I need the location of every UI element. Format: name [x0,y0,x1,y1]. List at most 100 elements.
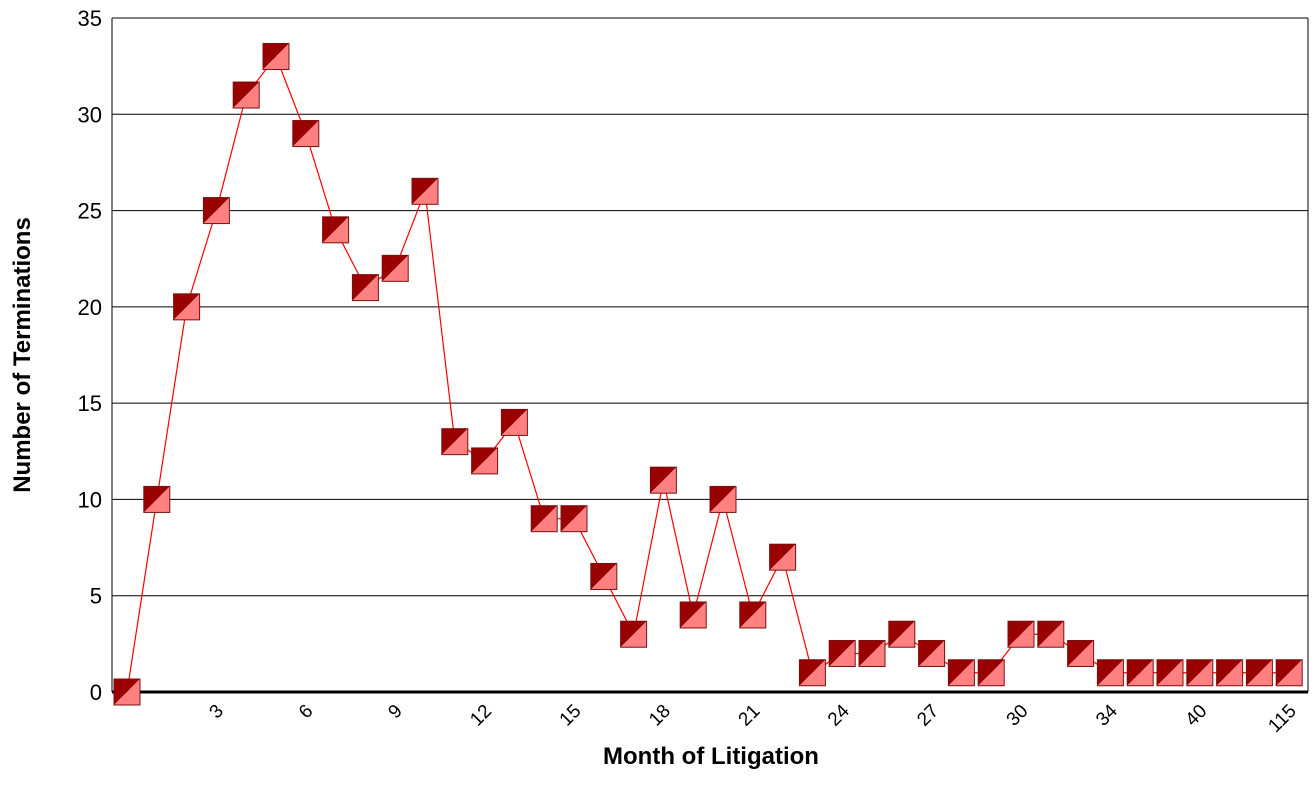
marker-light-half [561,505,587,532]
marker-light-half [471,447,498,474]
data-point [1096,659,1124,687]
data-point [918,639,946,667]
marker-light-half [978,659,1005,686]
marker-border [322,216,350,244]
marker-dark-half [501,409,528,436]
data-point [202,197,230,225]
marker-light-half [441,428,468,455]
marker-light-half [948,659,975,686]
marker-light-half [143,486,170,513]
marker-border [113,678,141,706]
data-point [649,466,677,494]
marker-light-half [1246,659,1273,686]
data-point [173,293,201,321]
data-point [113,678,141,706]
marker-border [769,543,797,571]
data-point [977,659,1005,687]
marker-border [530,505,558,533]
marker-dark-half [531,505,558,532]
marker-border [1096,659,1124,687]
x-tick-label: 3 [206,701,228,723]
marker-dark-half [233,82,260,109]
marker-light-half [1008,621,1034,648]
data-point [411,177,439,205]
marker-light-half [1037,621,1064,648]
marker-light-half [352,274,379,301]
data-point [769,543,797,571]
data-point [292,120,320,148]
data-point [590,562,618,590]
y-tick-label: 15 [78,391,102,416]
data-point [441,428,469,456]
marker-light-half [382,255,409,282]
data-point [709,485,737,513]
marker-border [590,562,618,590]
marker-dark-half [143,486,170,513]
x-axis-title: Month of Litigation [603,743,819,770]
marker-light-half [1097,659,1124,686]
marker-light-half [501,409,528,436]
marker-light-half [292,120,319,147]
marker-border [262,43,290,71]
marker-border [471,447,499,475]
x-tick-label: 9 [384,701,406,723]
y-tick-label: 0 [90,680,102,705]
data-point [798,659,826,687]
marker-border [560,505,588,533]
marker-border [828,639,856,667]
data-point [947,659,975,687]
marker-light-half [412,178,438,205]
y-tick-label: 35 [78,6,102,31]
y-axis-title: Number of Terminations [9,217,36,493]
data-point [1067,639,1095,667]
marker-light-half [1216,659,1243,686]
data-point [1216,659,1244,687]
marker-border [858,639,886,667]
marker-border [1007,620,1035,648]
x-tick-label: 6 [295,701,317,723]
marker-dark-half [382,255,409,282]
marker-light-half [114,679,140,705]
marker-light-half [531,505,558,532]
marker-border [351,274,379,302]
marker-light-half [918,640,945,667]
data-point [232,81,260,109]
marker-border [1067,639,1095,667]
marker-light-half [799,659,826,686]
marker-border [143,485,171,513]
x-tick-label: 30 [1003,701,1033,731]
data-point [1007,620,1035,648]
marker-border [947,659,975,687]
x-tick-label: 21 [735,701,765,731]
marker-border [977,659,1005,687]
marker-border [500,408,528,436]
data-point [262,43,290,71]
marker-light-half [620,621,647,648]
marker-light-half [203,197,230,224]
marker-border [1245,659,1273,687]
marker-border [292,120,320,148]
y-tick-label: 30 [78,102,102,127]
marker-light-half [650,467,677,494]
marker-light-half [1157,659,1183,686]
marker-light-half [263,43,289,70]
x-tick-label: 24 [824,700,854,730]
y-tick-label: 10 [78,487,102,512]
data-point [679,601,707,629]
marker-border [173,293,201,321]
marker-light-half [888,621,915,648]
data-point [560,505,588,533]
marker-border [441,428,469,456]
data-point [471,447,499,475]
marker-light-half [769,544,796,571]
data-point [858,639,886,667]
x-tick-label: 27 [913,701,943,731]
x-tick-label: 15 [556,701,586,731]
marker-border [709,485,737,513]
marker-light-half [739,601,766,628]
marker-dark-half [561,505,587,532]
marker-border [1126,659,1154,687]
marker-border [1275,659,1303,687]
marker-border [232,81,260,109]
data-point [1275,659,1303,687]
